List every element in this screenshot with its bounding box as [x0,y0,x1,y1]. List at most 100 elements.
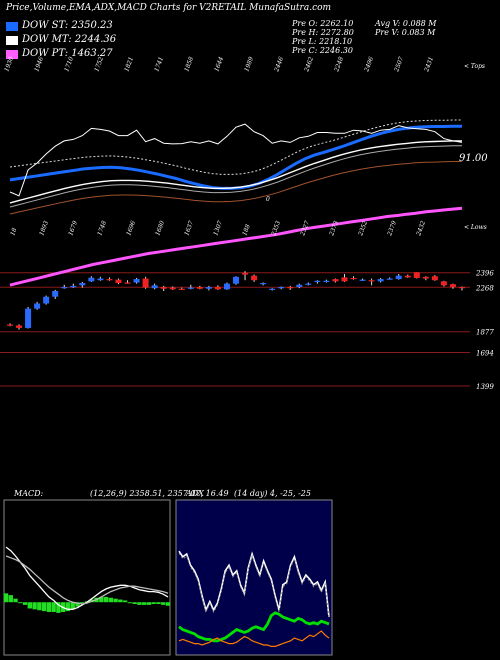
candle-body [440,281,447,286]
short-ema-line [9,119,462,175]
long-ema-line [9,161,462,215]
price-panel: 2396 2268 1877 1694 1399 1930 1946 1710 1752 1821… [0,56,494,391]
chart-title: Price,Volume,EMA,ADX,MACD Charts for V2R… [6,3,332,13]
top-label: 1821 [123,56,135,73]
candle-body [88,277,95,282]
macd-histogram-bar [75,602,80,607]
level-label: 1694 [476,349,494,357]
candle-body [332,279,339,282]
macd-signal-line [5,555,169,605]
candle-body [350,277,357,280]
adx-params: (14 day) 4, -25, -25 [234,489,311,498]
candle-body [404,275,411,278]
macd-histogram-bar [27,602,33,609]
candle-body [79,283,86,286]
lows-marker: < Lows [464,224,487,231]
macd-histogram-bar [13,598,18,603]
macd-histogram-bar [137,602,142,605]
macd-histogram-bar [70,602,75,610]
candle-body [251,275,258,281]
info-pre-close: Pre C: 2246.30 [292,46,353,55]
low-label: 1307 [212,220,224,237]
macd-histogram-bar [8,595,13,603]
candle-body [124,282,131,284]
top-label: 1741 [153,56,165,73]
low-label: 1637 [183,220,195,237]
macd-histogram-bar [32,602,37,610]
adx-index-label: 0 [266,196,270,203]
low-label: 1679 [67,220,79,237]
macd-histogram-bar [103,596,109,603]
legend-label: DOW PT: 1463.27 [22,48,113,59]
macd-histogram-bar [99,596,104,603]
macd-histogram-bar [146,602,152,605]
legend-dow-mt: DOW MT: 2244.36 [6,34,156,48]
candle-body [61,287,68,289]
macd-histogram-bar [161,602,166,605]
legend-swatch [6,36,18,45]
macd-histogram-bar [18,602,23,604]
candle-body [106,279,113,281]
low-label: 18 [9,227,18,237]
close-line [9,123,463,197]
candle-body [196,287,203,289]
low-label: 1680 [154,220,166,237]
adx-di-line [178,611,330,643]
candle-body [223,283,230,290]
candle-body [459,287,465,289]
candle-body [25,308,32,328]
candle-body [269,288,276,290]
candle-body [314,280,321,282]
macd-histogram-bar [127,602,133,604]
candle-body [368,280,375,282]
macd-histogram-bar [118,599,123,603]
tops-marker: < Tops [464,63,486,70]
low-label: 188 [241,223,252,236]
macd-histogram-bar [108,597,114,603]
macd-histogram-bar [141,602,147,605]
candle-body [377,279,384,282]
candle-body [413,272,420,278]
macd-histogram-bar [113,598,118,603]
candle-body [187,287,194,289]
info-avg-volume: Avg V: 0.088 M [375,19,437,28]
top-label: 1644 [213,56,225,73]
adx-shadow-line [178,552,330,620]
legend-dow-pt: DOW PT: 1463.27 [6,48,156,62]
candle-body [142,278,149,288]
level-label: 1877 [476,329,494,337]
legend-label: DOW MT: 2244.36 [22,34,117,45]
candle-body [115,279,122,284]
candle-body [151,285,158,289]
candle-body [160,287,167,289]
candle-body [178,288,185,290]
macd-histogram-bar [122,600,128,603]
macd-histogram-bar [51,602,56,612]
top-label: 1858 [183,56,195,73]
candle-body [7,324,13,326]
candle-body [341,277,348,282]
macd-histogram-bar [132,602,137,604]
candle-body [169,287,176,290]
candle-body [449,284,456,288]
macd-params: (12,26,9) 2358.51, 2357.07, 16.49 [90,489,229,498]
adx-title: ADX [186,489,204,498]
macd-histogram-bar [3,593,9,603]
top-label: 1752 [93,56,105,73]
macd-line [5,546,169,610]
macd-histogram-bar [56,602,61,613]
macd-histogram-bar [156,602,161,604]
candle-body [395,275,402,280]
candle-body [422,276,429,279]
legend-label: DOW ST: 2350.23 [22,20,113,31]
dow-pt-line [9,206,463,287]
volume-value: 91.00 [459,153,488,164]
candle-body [214,286,221,290]
candle-body [278,287,285,289]
macd-histogram-bar [165,602,171,606]
macd-histogram-bar [151,602,156,604]
info-pre-open: Pre O: 2262.10 [292,19,354,28]
top-label: 1946 [33,56,45,73]
macd-histogram-bar [41,602,47,612]
